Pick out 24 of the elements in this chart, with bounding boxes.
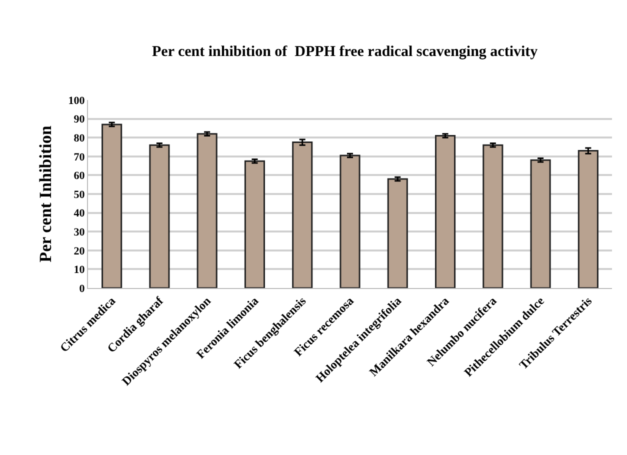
bar <box>149 144 170 288</box>
bar <box>244 160 265 288</box>
y-tick-label: 30 <box>74 226 86 238</box>
y-tick-label: 100 <box>68 94 86 107</box>
bar <box>578 150 598 288</box>
y-tick-label: 80 <box>74 132 86 144</box>
bar <box>387 178 408 288</box>
chart-title: Per cent inhibition of DPPH free radical scavenging activity <box>152 44 538 60</box>
y-tick-label: 70 <box>74 151 86 164</box>
y-tick-label: 90 <box>74 114 86 126</box>
bar <box>530 159 551 288</box>
bar <box>102 124 122 288</box>
bar <box>340 154 360 288</box>
y-tick-label: 40 <box>74 208 86 220</box>
y-tick-label: 60 <box>74 170 86 182</box>
y-tick-label: 0 <box>79 282 86 295</box>
bar <box>292 142 313 288</box>
y-tick-label: 50 <box>74 188 86 201</box>
y-tick-label: 20 <box>74 245 86 258</box>
bar <box>482 144 504 288</box>
bar <box>196 133 218 288</box>
y-axis-title: Per cent Inhibition <box>36 125 55 262</box>
y-tick-label: 10 <box>74 264 86 276</box>
bar <box>435 134 456 288</box>
